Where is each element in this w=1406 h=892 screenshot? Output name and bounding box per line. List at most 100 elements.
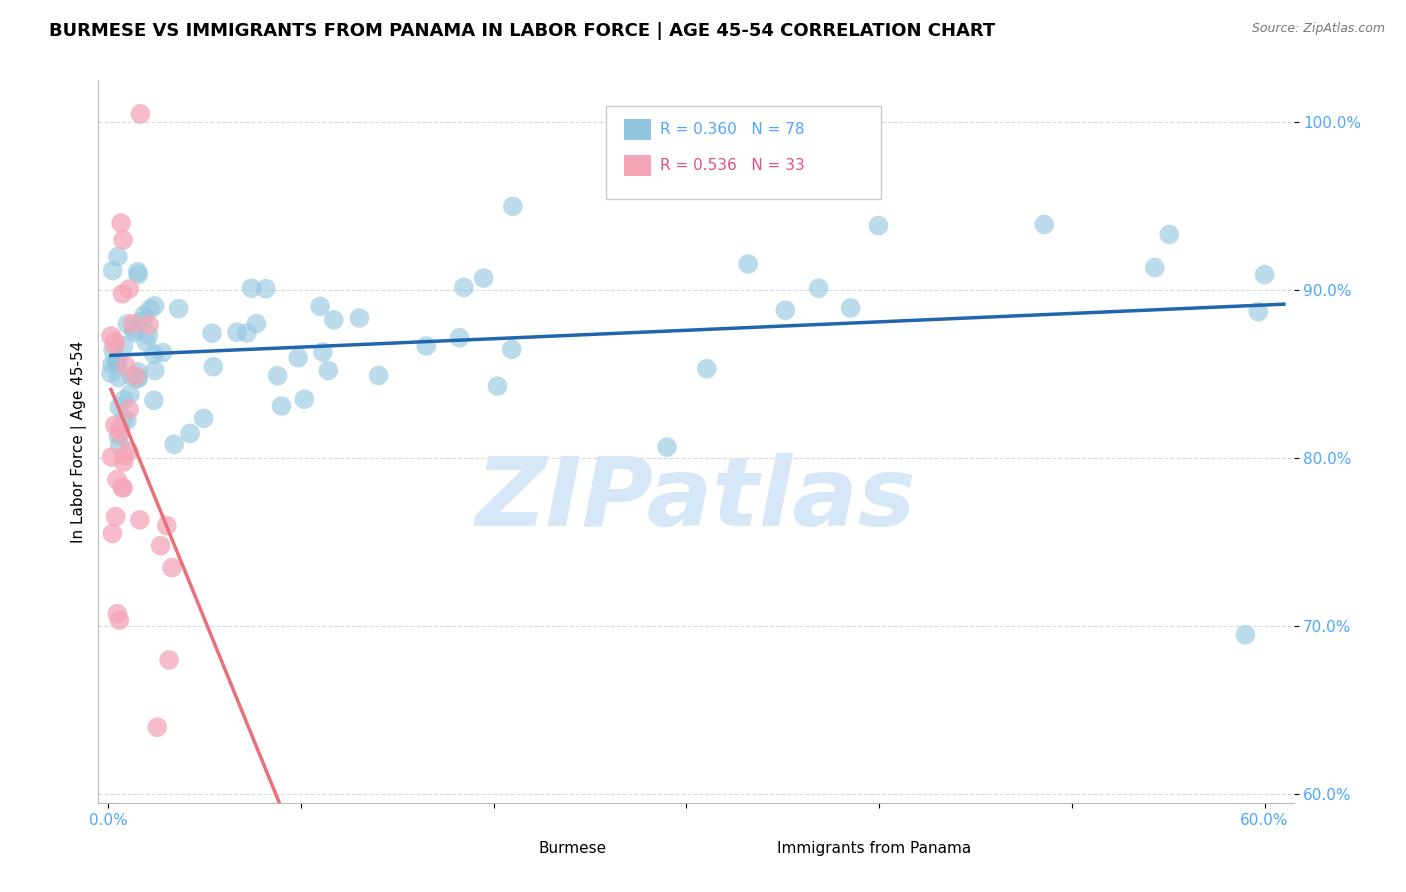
Y-axis label: In Labor Force | Age 45-54: In Labor Force | Age 45-54 xyxy=(72,341,87,542)
Point xyxy=(179,426,201,441)
Point xyxy=(125,369,148,384)
Point xyxy=(127,265,149,279)
Point xyxy=(245,317,267,331)
Point xyxy=(322,313,344,327)
Point xyxy=(112,233,135,247)
Point xyxy=(112,413,135,427)
Point xyxy=(201,326,224,341)
Point xyxy=(108,613,131,627)
Point xyxy=(115,359,138,373)
Point xyxy=(107,370,129,384)
Point xyxy=(111,480,134,494)
Point xyxy=(108,438,131,452)
Point xyxy=(367,368,389,383)
Point xyxy=(1253,268,1275,282)
Point xyxy=(156,518,179,533)
FancyBboxPatch shape xyxy=(624,154,651,177)
Point xyxy=(118,402,141,417)
Point xyxy=(104,509,127,524)
Point xyxy=(225,325,247,339)
Point xyxy=(139,301,162,316)
Point xyxy=(309,299,332,313)
Point xyxy=(135,335,157,350)
Point xyxy=(236,326,259,340)
Point xyxy=(807,281,830,295)
Point xyxy=(112,392,135,407)
Text: ZIPatlas: ZIPatlas xyxy=(475,453,917,546)
Point xyxy=(105,354,128,368)
FancyBboxPatch shape xyxy=(606,105,882,200)
Point xyxy=(101,526,124,541)
Point xyxy=(100,329,122,343)
Point xyxy=(868,219,890,233)
Point xyxy=(112,455,135,469)
Point xyxy=(128,513,150,527)
Point xyxy=(193,411,215,425)
Point xyxy=(449,331,471,345)
Point xyxy=(240,281,263,295)
Point xyxy=(486,379,509,393)
Point xyxy=(143,347,166,361)
Point xyxy=(502,199,524,213)
Point xyxy=(115,413,138,427)
Point xyxy=(120,368,142,383)
Text: Source: ZipAtlas.com: Source: ZipAtlas.com xyxy=(1251,22,1385,36)
Point xyxy=(167,301,190,316)
Point xyxy=(655,440,678,454)
Point xyxy=(108,426,131,441)
Point xyxy=(1033,218,1056,232)
Text: BURMESE VS IMMIGRANTS FROM PANAMA IN LABOR FORCE | AGE 45-54 CORRELATION CHART: BURMESE VS IMMIGRANTS FROM PANAMA IN LAB… xyxy=(49,22,995,40)
Point xyxy=(1234,628,1257,642)
Point xyxy=(104,417,127,432)
Point xyxy=(163,437,186,451)
Point xyxy=(127,365,149,379)
Text: R = 0.360   N = 78: R = 0.360 N = 78 xyxy=(661,122,804,136)
Point xyxy=(108,421,131,435)
Point xyxy=(292,392,315,407)
Point xyxy=(105,607,128,621)
Point xyxy=(254,282,277,296)
Point xyxy=(118,282,141,296)
Point xyxy=(104,334,127,348)
Point xyxy=(312,345,335,359)
Point xyxy=(121,317,143,331)
Point xyxy=(110,216,132,230)
Point xyxy=(111,481,134,495)
Point xyxy=(101,343,124,358)
Point xyxy=(737,257,759,271)
Point xyxy=(202,359,225,374)
Point xyxy=(100,450,122,464)
Point xyxy=(1159,227,1181,242)
Point xyxy=(839,301,862,315)
Point xyxy=(152,345,174,359)
FancyBboxPatch shape xyxy=(481,838,529,859)
Point xyxy=(157,653,180,667)
Point xyxy=(118,387,141,401)
Point xyxy=(349,310,371,325)
Point xyxy=(1143,260,1166,275)
Point xyxy=(127,371,149,385)
Point xyxy=(108,400,131,414)
FancyBboxPatch shape xyxy=(624,119,651,140)
Point xyxy=(129,107,152,121)
Point xyxy=(696,361,718,376)
Point xyxy=(266,368,288,383)
Point xyxy=(1247,304,1270,318)
Point xyxy=(114,449,136,463)
Point xyxy=(118,444,141,458)
Text: R = 0.536   N = 33: R = 0.536 N = 33 xyxy=(661,158,804,173)
Point xyxy=(105,354,128,368)
FancyBboxPatch shape xyxy=(720,838,768,859)
Point xyxy=(472,271,495,285)
Point xyxy=(146,720,169,734)
Point xyxy=(127,371,149,385)
Point xyxy=(132,314,155,328)
Point xyxy=(501,343,523,357)
Point xyxy=(103,338,125,352)
Point xyxy=(316,363,339,377)
Point xyxy=(142,393,165,408)
Point xyxy=(143,363,166,377)
Point xyxy=(127,268,149,282)
Point xyxy=(107,429,129,443)
Point xyxy=(100,366,122,380)
